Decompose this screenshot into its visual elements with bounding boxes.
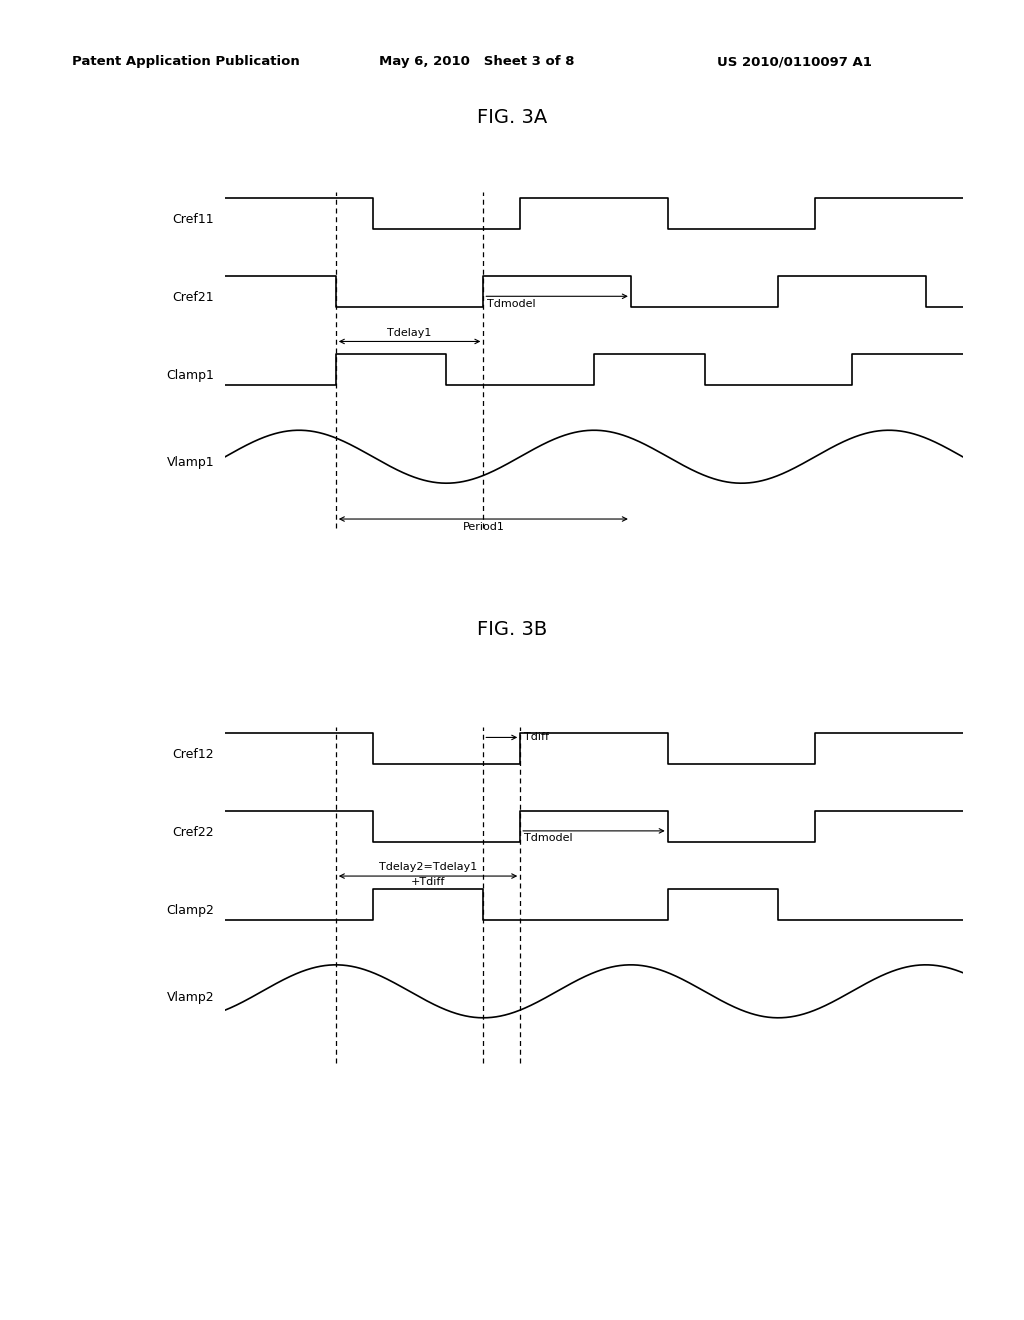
Text: Tdelay1: Tdelay1 <box>387 327 432 338</box>
Text: Tdiff: Tdiff <box>524 733 549 742</box>
Text: May 6, 2010   Sheet 3 of 8: May 6, 2010 Sheet 3 of 8 <box>379 55 574 69</box>
Text: Cref22: Cref22 <box>173 826 214 840</box>
Text: FIG. 3A: FIG. 3A <box>477 108 547 127</box>
Text: +Tdiff: +Tdiff <box>411 876 445 887</box>
Text: Clamp1: Clamp1 <box>166 370 214 383</box>
Text: Tdelay2=Tdelay1: Tdelay2=Tdelay1 <box>379 862 477 873</box>
Text: Cref11: Cref11 <box>173 214 214 227</box>
Text: Tdmodel: Tdmodel <box>524 833 572 843</box>
Text: Cref21: Cref21 <box>173 292 214 305</box>
Text: Patent Application Publication: Patent Application Publication <box>72 55 299 69</box>
Text: FIG. 3B: FIG. 3B <box>477 620 547 639</box>
Text: Vlamp1: Vlamp1 <box>167 457 214 470</box>
Text: Clamp2: Clamp2 <box>166 904 214 917</box>
Text: Tdmodel: Tdmodel <box>487 298 536 309</box>
Text: US 2010/0110097 A1: US 2010/0110097 A1 <box>717 55 871 69</box>
Text: Cref12: Cref12 <box>173 748 214 762</box>
Text: Vlamp2: Vlamp2 <box>167 991 214 1005</box>
Text: Period1: Period1 <box>463 523 504 532</box>
